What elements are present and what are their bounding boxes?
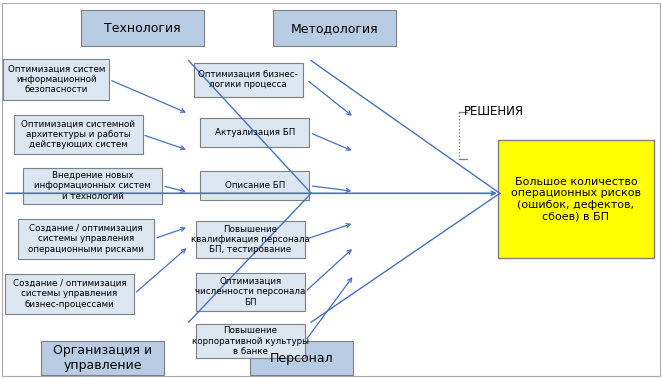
FancyBboxPatch shape	[193, 63, 303, 97]
FancyBboxPatch shape	[273, 11, 395, 46]
Text: Повышение
квалификация персонала
БП, тестирование: Повышение квалификация персонала БП, тес…	[191, 225, 310, 254]
FancyBboxPatch shape	[13, 114, 143, 155]
Text: Внедрение новых
информационных систем
и технологий: Внедрение новых информационных систем и …	[34, 171, 151, 200]
FancyBboxPatch shape	[196, 273, 305, 311]
Text: Технология: Технология	[104, 22, 181, 35]
Text: Большое количество
операционных рисков
(ошибок, дефектов,
сбоев) в БП: Большое количество операционных рисков (…	[511, 177, 641, 221]
Text: Оптимизация систем
информационной
безопасности: Оптимизация систем информационной безопа…	[7, 65, 105, 94]
Text: Методология: Методология	[291, 22, 378, 35]
Text: Актуализация БП: Актуализация БП	[214, 128, 295, 137]
FancyBboxPatch shape	[196, 221, 305, 258]
Text: Описание БП: Описание БП	[224, 181, 285, 190]
FancyBboxPatch shape	[200, 118, 310, 147]
FancyBboxPatch shape	[200, 171, 310, 200]
Text: РЕШЕНИЯ: РЕШЕНИЯ	[463, 105, 524, 118]
Text: Оптимизация бизнес-
логики процесса: Оптимизация бизнес- логики процесса	[199, 70, 298, 89]
FancyBboxPatch shape	[5, 274, 134, 314]
Text: Создание / оптимизация
системы управления
бизнес-процессами: Создание / оптимизация системы управлени…	[13, 279, 126, 309]
Text: Повышение
корпоративной культуры
в банке: Повышение корпоративной культуры в банке	[192, 326, 308, 356]
FancyBboxPatch shape	[3, 59, 109, 100]
Text: Персонал: Персонал	[269, 352, 333, 365]
FancyBboxPatch shape	[498, 140, 653, 258]
FancyBboxPatch shape	[250, 341, 352, 375]
Text: Оптимизация
численности персонала
БП: Оптимизация численности персонала БП	[195, 277, 305, 307]
Text: Оптимизация системной
архитектуры и работы
действующих систем: Оптимизация системной архитектуры и рабо…	[21, 120, 135, 149]
Text: Создание / оптимизация
системы управления
операционными рисками: Создание / оптимизация системы управлени…	[28, 224, 144, 254]
Text: Организация и
управление: Организация и управление	[53, 344, 152, 372]
FancyBboxPatch shape	[41, 341, 164, 375]
FancyBboxPatch shape	[23, 168, 162, 204]
FancyBboxPatch shape	[196, 324, 305, 358]
FancyBboxPatch shape	[81, 11, 204, 46]
FancyBboxPatch shape	[19, 219, 154, 258]
